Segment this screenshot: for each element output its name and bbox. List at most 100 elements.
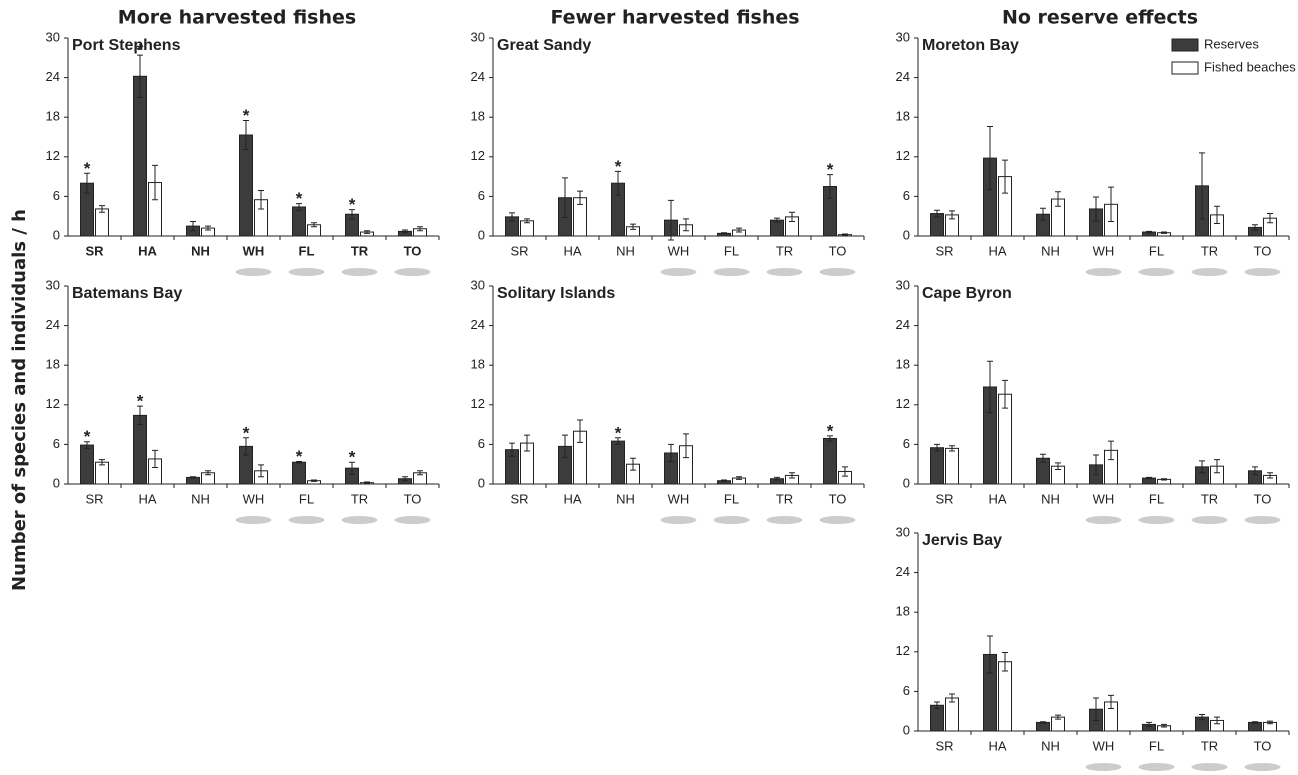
y-tick-label: 6 xyxy=(478,188,485,203)
x-tick-label: WH xyxy=(668,491,690,506)
x-tick-label: SR xyxy=(85,243,104,258)
x-tick-label: HA xyxy=(138,491,156,506)
fish-icon xyxy=(236,268,272,276)
fish-icon xyxy=(1192,763,1228,771)
significance-marker: * xyxy=(296,447,303,466)
panel-title: Great Sandy xyxy=(497,37,591,54)
x-tick-label: NH xyxy=(1041,491,1060,506)
bar xyxy=(1249,722,1262,731)
y-tick-label: 12 xyxy=(896,643,910,658)
y-tick-label: 12 xyxy=(46,148,60,163)
fish-icon xyxy=(395,516,431,524)
significance-marker: * xyxy=(827,160,834,179)
y-tick-label: 0 xyxy=(903,227,910,242)
x-tick-label: HA xyxy=(988,491,1006,506)
x-tick-label: TO xyxy=(404,491,422,506)
x-tick-label: TR xyxy=(351,243,369,258)
x-tick-label: HA xyxy=(988,243,1006,258)
column-heading: No reserve effects xyxy=(1002,7,1198,29)
x-tick-label: WH xyxy=(243,491,265,506)
y-tick-label: 18 xyxy=(471,357,485,372)
x-tick-label: TR xyxy=(1201,243,1218,258)
x-tick-label: WH xyxy=(668,243,690,258)
fish-icon xyxy=(342,268,378,276)
y-tick-label: 12 xyxy=(896,148,910,163)
bar xyxy=(946,698,959,731)
x-tick-label: TO xyxy=(404,243,422,258)
x-tick-label: NH xyxy=(191,491,210,506)
panel-title: Batemans Bay xyxy=(72,285,182,302)
x-tick-label: FL xyxy=(1149,243,1164,258)
x-tick-label: TO xyxy=(829,243,847,258)
y-tick-label: 6 xyxy=(53,436,60,451)
y-tick-label: 6 xyxy=(903,188,910,203)
fish-icon xyxy=(1192,268,1228,276)
fish-icon xyxy=(767,268,803,276)
legend-label: Reserves xyxy=(1204,36,1259,51)
y-tick-label: 24 xyxy=(471,317,485,332)
x-tick-label: TR xyxy=(776,243,793,258)
x-tick-label: TO xyxy=(1254,243,1272,258)
x-tick-label: TO xyxy=(1254,491,1272,506)
x-tick-label: FL xyxy=(724,491,739,506)
y-tick-label: 30 xyxy=(896,277,910,292)
panel-title: Port Stephens xyxy=(72,37,181,54)
y-tick-label: 30 xyxy=(46,277,60,292)
x-tick-label: WH xyxy=(1093,491,1115,506)
figure: More harvested fishes Fewer harvested fi… xyxy=(0,0,1298,775)
y-axis-label: Number of species and individuals / h xyxy=(9,209,30,591)
x-tick-label: WH xyxy=(1093,738,1115,753)
y-tick-label: 24 xyxy=(896,564,910,579)
x-tick-label: FL xyxy=(299,243,315,258)
fish-icon xyxy=(1245,516,1281,524)
significance-marker: * xyxy=(137,41,144,60)
fish-icon xyxy=(395,268,431,276)
fish-icon xyxy=(1139,516,1175,524)
significance-marker: * xyxy=(243,106,250,125)
fish-icon xyxy=(714,268,750,276)
y-tick-label: 18 xyxy=(46,357,60,372)
bar xyxy=(134,415,147,484)
bar xyxy=(96,462,109,484)
x-tick-label: TR xyxy=(1201,491,1218,506)
y-tick-label: 30 xyxy=(896,524,910,539)
y-tick-label: 6 xyxy=(903,683,910,698)
fish-icon xyxy=(236,516,272,524)
y-tick-label: 18 xyxy=(896,109,910,124)
x-tick-label: SR xyxy=(510,491,528,506)
x-tick-label: TR xyxy=(776,491,793,506)
x-tick-label: FL xyxy=(1149,491,1164,506)
bar xyxy=(824,438,837,484)
x-tick-label: TR xyxy=(1201,738,1218,753)
bar xyxy=(96,209,109,236)
bar xyxy=(81,445,94,484)
panel-title: Solitary Islands xyxy=(497,285,615,302)
x-tick-label: WH xyxy=(243,243,265,258)
legend-label: Fished beaches xyxy=(1204,59,1296,74)
x-tick-label: NH xyxy=(1041,243,1060,258)
x-tick-label: TR xyxy=(351,491,368,506)
y-tick-label: 30 xyxy=(471,277,485,292)
y-tick-label: 18 xyxy=(896,604,910,619)
y-tick-label: 24 xyxy=(471,69,485,84)
bar xyxy=(931,448,944,484)
x-tick-label: HA xyxy=(988,738,1006,753)
y-tick-label: 12 xyxy=(46,396,60,411)
legend-swatch xyxy=(1172,62,1198,74)
fish-icon xyxy=(1086,763,1122,771)
x-tick-label: TO xyxy=(1254,738,1272,753)
fish-icon xyxy=(289,268,325,276)
significance-marker: * xyxy=(827,421,834,440)
x-tick-label: HA xyxy=(563,491,581,506)
y-tick-label: 24 xyxy=(896,317,910,332)
y-tick-label: 12 xyxy=(471,396,485,411)
y-tick-label: 12 xyxy=(471,148,485,163)
significance-marker: * xyxy=(349,448,356,467)
x-tick-label: FL xyxy=(1149,738,1164,753)
bar xyxy=(946,448,959,484)
panel-title: Moreton Bay xyxy=(922,37,1019,54)
x-tick-label: SR xyxy=(85,491,103,506)
significance-marker: * xyxy=(84,159,91,178)
y-tick-label: 24 xyxy=(896,69,910,84)
fish-icon xyxy=(820,516,856,524)
